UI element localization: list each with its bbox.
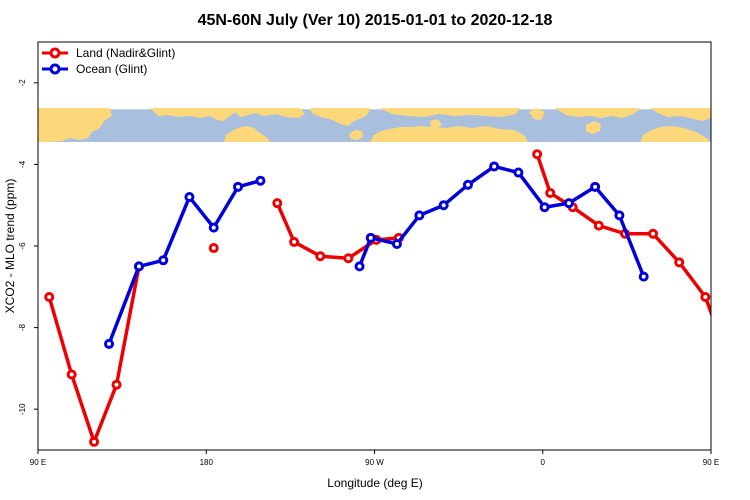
data-point-ocean — [489, 161, 500, 172]
data-point-ocean — [462, 179, 473, 190]
data-point-ocean — [638, 271, 649, 282]
series-ocean — [104, 161, 649, 349]
data-point-land — [66, 369, 77, 380]
data-point-ocean — [614, 210, 625, 221]
world-map-strip — [38, 108, 711, 142]
series-layer — [44, 149, 737, 447]
data-point-ocean — [563, 198, 574, 209]
series-line-land — [275, 202, 399, 260]
x-tick-label: 180 — [200, 458, 214, 467]
data-point-ocean — [414, 210, 425, 221]
y-tick-label: -6 — [18, 242, 27, 250]
x-axis-label: Longitude (deg E) — [327, 476, 422, 490]
data-point-land — [44, 292, 55, 302]
series-line-land — [535, 153, 711, 318]
data-point-ocean — [233, 181, 244, 192]
data-point-ocean — [255, 175, 266, 186]
y-tick-label: -8 — [18, 323, 27, 331]
data-point-ocean — [208, 222, 219, 233]
legend-land-marker — [49, 47, 61, 59]
legend-ocean-marker — [49, 63, 61, 75]
data-point-ocean — [365, 232, 376, 243]
y-tick-label: -2 — [18, 79, 27, 87]
data-point-land — [674, 257, 685, 268]
data-point-ocean — [513, 167, 524, 178]
data-point-land — [315, 251, 326, 262]
data-point-land — [532, 149, 543, 160]
data-point-land — [272, 198, 283, 209]
data-point-ocean — [133, 261, 144, 272]
data-point-land — [700, 292, 711, 302]
x-tick-label: 90 E — [30, 458, 46, 467]
legend: Land (Nadir&Glint) Ocean (Glint) — [42, 46, 175, 76]
map-landmasses — [38, 108, 711, 142]
data-point-land — [89, 436, 100, 447]
series-line-ocean — [107, 179, 261, 345]
data-point-ocean — [539, 202, 550, 213]
x-tick-label: 90 E — [703, 458, 719, 467]
data-point-land — [208, 243, 219, 254]
y-axis-label: XCO2 - MLO trend (ppm) — [3, 179, 17, 314]
plot-frame — [37, 41, 712, 451]
data-point-land — [289, 236, 300, 247]
x-tick-label: 90 W — [365, 458, 384, 467]
y-axis: -2 -4 -6 -8 -10 — [18, 79, 38, 415]
data-point-ocean — [590, 181, 601, 192]
y-tick-label: -4 — [18, 160, 27, 168]
data-point-ocean — [184, 192, 195, 203]
x-tick-label: 0 — [541, 458, 546, 467]
data-point-land — [111, 379, 122, 390]
chart-title: 45N-60N July (Ver 10) 2015-01-01 to 2020… — [198, 12, 553, 29]
series-line-land — [47, 266, 141, 444]
data-point-ocean — [158, 255, 169, 266]
legend-land-label: Land (Nadir&Glint) — [76, 46, 175, 60]
x-axis: 90 E 180 90 W 0 90 E — [30, 450, 719, 467]
series-land — [44, 149, 737, 447]
data-point-land — [343, 253, 354, 264]
data-point-land — [730, 371, 737, 378]
data-point-ocean — [438, 200, 449, 211]
data-point-land — [545, 187, 556, 198]
data-point-ocean — [354, 261, 365, 272]
legend-ocean-label: Ocean (Glint) — [76, 62, 147, 76]
data-point-land — [593, 220, 604, 231]
y-tick-label: -10 — [18, 403, 27, 415]
data-point-land — [648, 228, 659, 239]
data-point-ocean — [104, 338, 115, 349]
data-point-ocean — [391, 238, 402, 249]
